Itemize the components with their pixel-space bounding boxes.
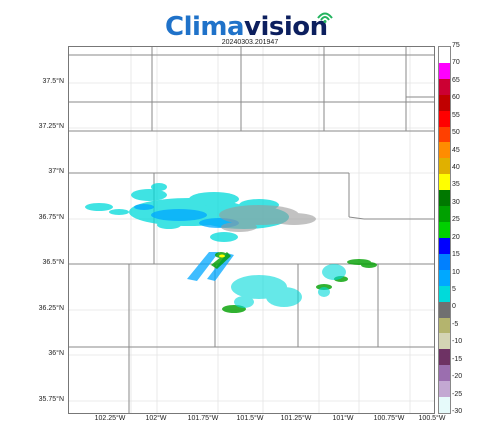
radar-echoes-green — [211, 252, 377, 313]
colorbar-tick-label: 20 — [452, 233, 460, 241]
signal-icon — [317, 12, 333, 23]
radar-map — [68, 46, 435, 414]
colorbar-tick-label: 50 — [452, 129, 460, 137]
colorbar-tick-label: 55 — [452, 111, 460, 119]
radar-echo-high — [219, 254, 225, 258]
county-boundaries — [69, 47, 434, 413]
lat-label: 37.25°N — [38, 123, 64, 130]
colorbar-tick-label: 65 — [452, 76, 460, 84]
colorbar-segment — [439, 269, 450, 287]
radar-echoes-south — [231, 264, 346, 308]
colorbar-tick-label: 60 — [452, 94, 460, 102]
lon-label: 100.5°W — [418, 415, 446, 422]
colorbar-segment — [439, 397, 450, 414]
colorbar-segment — [439, 78, 450, 96]
lat-label: 36.25°N — [38, 305, 64, 312]
colorbar-segment — [439, 285, 450, 303]
colorbar-tick-label: -5 — [452, 320, 459, 328]
colorbar-segment — [439, 190, 450, 207]
colorbar-segment — [439, 206, 450, 223]
colorbar-tick-label: 40 — [452, 164, 460, 171]
logo-text-clima: Clima — [165, 12, 245, 42]
colorbar-segment — [439, 126, 450, 143]
lat-label: 37.5°N — [42, 78, 64, 85]
colorbar-tick-label: 25 — [452, 216, 460, 224]
lat-label: 36°N — [48, 350, 64, 357]
colorbar-tick-label: 45 — [452, 146, 460, 154]
colorbar-tick-label: 10 — [452, 268, 460, 276]
colorbar-segment — [439, 253, 450, 271]
colorbar-segment — [439, 158, 450, 175]
colorbar-segment — [439, 301, 450, 318]
colorbar-tick-label: 75 — [452, 42, 460, 49]
colorbar-tick-label: 15 — [452, 251, 460, 259]
colorbar-tick-label: -15 — [452, 355, 463, 363]
colorbar-segment — [439, 222, 450, 239]
radar-echoes-gray — [219, 205, 316, 232]
colorbar-tick-label: 30 — [452, 198, 460, 206]
colorbar-segment — [439, 142, 450, 159]
colorbar-segment — [439, 94, 450, 112]
map-canvas — [69, 47, 434, 413]
colorbar-segment — [439, 62, 450, 80]
colorbar-tick-label: 5 — [452, 286, 456, 293]
colorbar-segment — [439, 381, 450, 398]
colorbar-tick-label: 0 — [452, 303, 456, 311]
radar-timestamp: 20240303.201947 — [221, 39, 279, 46]
lat-label: 35.75°N — [38, 396, 64, 403]
lon-label: 101.5°W — [236, 415, 264, 422]
reflectivity-colorbar — [438, 46, 451, 414]
colorbar-tick-label: -30 — [452, 408, 463, 415]
lon-label: 102°W — [145, 415, 167, 422]
colorbar-segment — [439, 333, 450, 350]
colorbar-segment — [439, 237, 450, 255]
colorbar-segment — [439, 317, 450, 334]
climavision-logo: Climavision — [165, 8, 328, 42]
colorbar-segment — [439, 349, 450, 366]
lat-label: 37°N — [48, 168, 64, 175]
logo-text: Climavision — [165, 12, 328, 42]
lon-label: 101.25°W — [280, 415, 312, 422]
colorbar-tick-label: -10 — [452, 338, 463, 346]
colorbar-segment — [439, 174, 450, 191]
lat-label: 36.75°N — [38, 214, 64, 221]
colorbar-segment — [439, 47, 450, 64]
lon-label: 100.75°W — [373, 415, 405, 422]
lat-label: 36.5°N — [42, 259, 64, 266]
colorbar-segment — [439, 365, 450, 382]
colorbar-tick-label: -20 — [452, 373, 463, 381]
logo-text-vision: vision — [244, 12, 328, 42]
colorbar-tick-label: 70 — [452, 59, 460, 67]
colorbar-tick-label: -25 — [452, 390, 463, 398]
colorbar-segment — [439, 110, 450, 128]
lon-label: 101.75°W — [187, 415, 219, 422]
lon-label: 102.25°W — [94, 415, 126, 422]
colorbar-tick-label: 35 — [452, 181, 460, 189]
lon-label: 101°W — [332, 415, 354, 422]
